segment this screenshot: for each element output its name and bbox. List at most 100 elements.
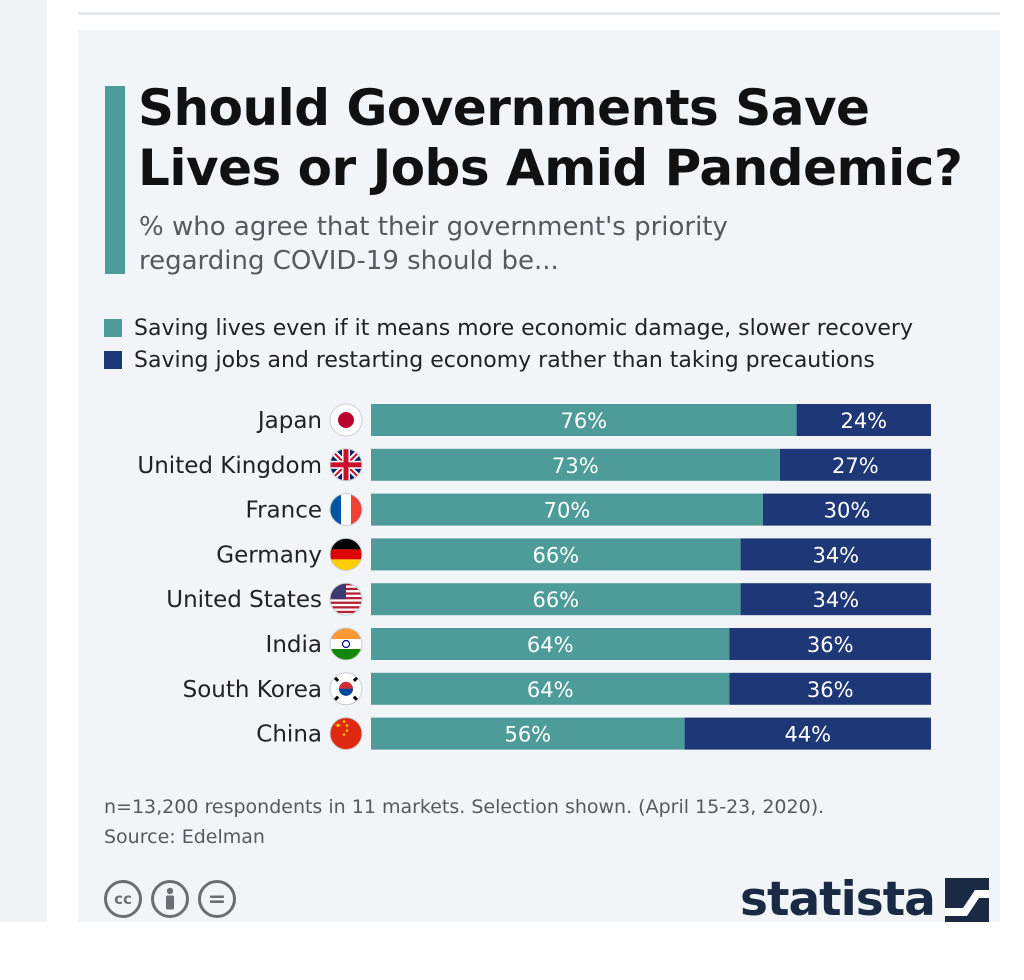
data-label: 34%	[812, 543, 859, 567]
category-label: France	[246, 498, 322, 524]
flag-outline	[329, 582, 363, 616]
flag-cross-v-red	[343, 448, 349, 481]
bar-segment-lives	[371, 628, 730, 660]
flag-saffron	[330, 628, 362, 639]
bar-segment-jobs	[763, 493, 931, 526]
attribution-icon[interactable]	[151, 880, 189, 918]
flag-white	[341, 493, 351, 526]
data-label: 36%	[807, 633, 854, 657]
flag-stripe	[330, 601, 362, 604]
bar-segment-jobs	[796, 404, 931, 436]
data-label: 70%	[544, 499, 591, 523]
flag-taegeuk-blue	[339, 688, 353, 696]
flag-stripe	[330, 610, 362, 614]
category-label: Germany	[216, 542, 322, 568]
category-label: Japan	[256, 408, 322, 434]
flag-black	[330, 538, 362, 550]
flag-outline	[329, 717, 363, 751]
chart-subtitle: % who agree that their government's prio…	[139, 212, 728, 276]
flag-outline	[329, 627, 363, 661]
bar-segment-lives	[371, 583, 741, 616]
flag-small-star	[342, 720, 346, 723]
bar-segment-lives	[371, 404, 797, 436]
footnote-source: Source: Edelman	[104, 826, 265, 848]
flag-gold	[330, 559, 362, 571]
flag-small-star	[345, 724, 349, 727]
footnote: n=13,200 respondents in 11 markets. Sele…	[104, 792, 824, 852]
legend-label-lives: Saving lives even if it means more econo…	[134, 315, 913, 341]
bar-segment-lives	[371, 672, 730, 705]
data-label: 36%	[807, 678, 854, 702]
bar-segment-jobs	[740, 538, 931, 571]
legend-item-lives: Saving lives even if it means more econo…	[104, 312, 913, 344]
flag-outline	[329, 672, 363, 706]
legend-item-jobs: Saving jobs and restarting economy rathe…	[104, 344, 913, 376]
france-flag-icon	[330, 493, 362, 526]
bar-segment-jobs	[740, 583, 931, 616]
japan-flag-icon	[330, 404, 362, 436]
top-divider	[78, 12, 1000, 15]
flag-outline	[329, 403, 363, 437]
bar-segment-jobs	[684, 717, 931, 750]
bar-segment-jobs	[729, 672, 931, 705]
flag-outline	[329, 448, 363, 482]
flag-star	[334, 722, 342, 728]
flag-outline	[329, 493, 363, 527]
license-icons: cc =	[104, 880, 236, 918]
data-label: 76%	[560, 409, 607, 433]
bar-segment-lives	[371, 538, 741, 571]
germany-flag-icon	[330, 538, 362, 571]
flag-stripe	[330, 606, 362, 609]
bar-segment-lives	[371, 448, 780, 481]
data-label: 64%	[527, 633, 574, 657]
no-derivatives-icon[interactable]: =	[198, 880, 236, 918]
data-label: 27%	[832, 454, 879, 478]
bar-segment-lives	[371, 493, 763, 526]
flag-blue	[330, 493, 341, 526]
category-label: United States	[166, 587, 322, 613]
flag-sun	[338, 412, 354, 428]
title-accent-bar	[105, 86, 125, 274]
person-icon	[166, 887, 174, 910]
china-flag-icon	[330, 717, 362, 750]
data-label: 73%	[552, 454, 599, 478]
data-label: 44%	[784, 723, 831, 747]
category-label: United Kingdom	[137, 453, 322, 479]
data-label: 56%	[504, 723, 551, 747]
statista-mark-icon	[944, 878, 989, 922]
flag-red	[351, 493, 362, 526]
legend-swatch-lives	[104, 319, 122, 337]
data-label: 24%	[840, 409, 887, 433]
united-kingdom-flag-icon	[330, 448, 362, 481]
legend-label-jobs: Saving jobs and restarting economy rathe…	[134, 347, 875, 373]
cc-icon-glyph: cc	[114, 890, 132, 908]
footnote-note: n=13,200 respondents in 11 markets. Sele…	[104, 796, 825, 818]
flag-green	[330, 649, 362, 660]
flag-small-star	[342, 733, 346, 736]
chart-title: Should Governments Save Lives or Jobs Am…	[138, 79, 963, 197]
category-label: South Korea	[183, 677, 322, 703]
statista-logo[interactable]: statista	[740, 870, 989, 930]
data-label: 66%	[532, 543, 579, 567]
no-derivatives-icon-glyph: =	[207, 886, 227, 912]
legend-swatch-jobs	[104, 351, 122, 369]
flag-white	[330, 639, 362, 649]
flag-bg	[330, 717, 362, 750]
left-gutter	[0, 0, 47, 922]
cc-icon[interactable]: cc	[104, 880, 142, 918]
flag-red	[330, 549, 362, 560]
flag-chakra	[341, 639, 351, 649]
category-label: China	[256, 722, 322, 748]
bar-segment-jobs	[779, 448, 931, 481]
data-label: 64%	[527, 678, 574, 702]
flag-small-star	[345, 729, 349, 732]
bar-segment-jobs	[729, 628, 931, 660]
flag-outline	[329, 537, 363, 571]
data-label: 34%	[812, 588, 859, 612]
legend: Saving lives even if it means more econo…	[104, 312, 913, 376]
india-flag-icon	[330, 628, 362, 660]
data-label: 66%	[532, 588, 579, 612]
data-label: 30%	[824, 499, 871, 523]
category-label: India	[266, 632, 322, 658]
